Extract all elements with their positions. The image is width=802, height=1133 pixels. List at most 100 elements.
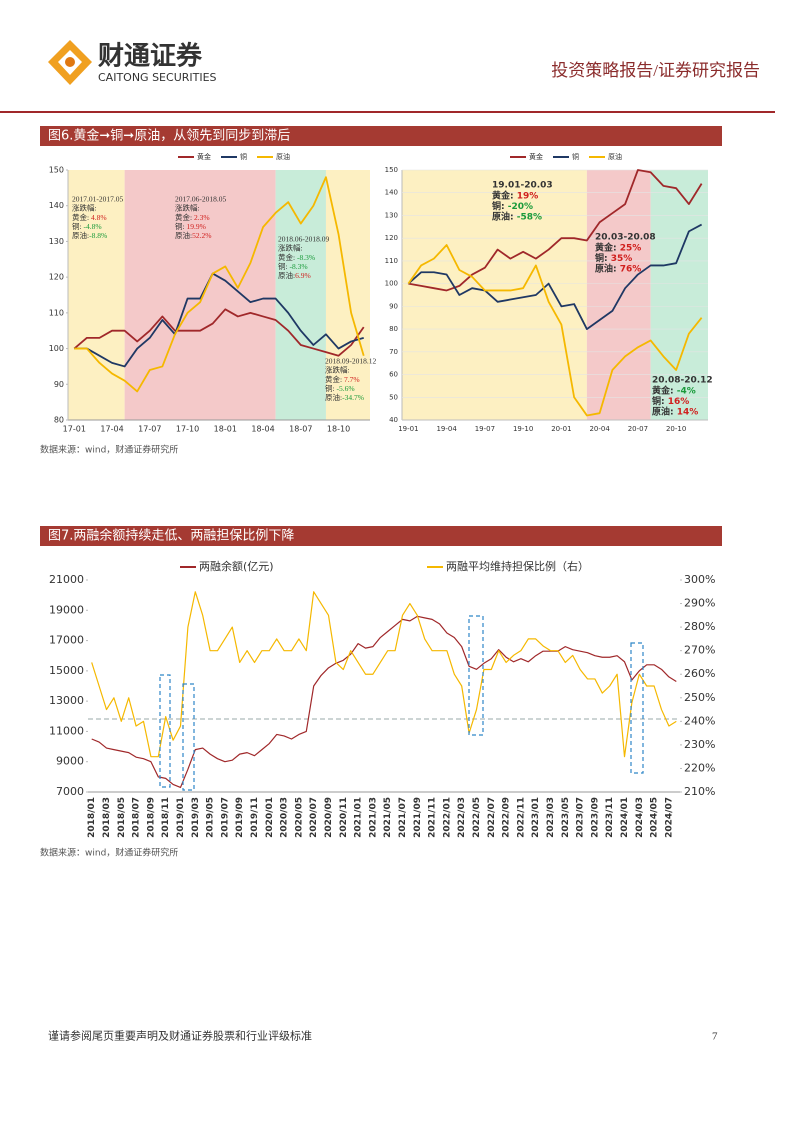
- x-tick-label: 18-10: [327, 425, 350, 434]
- annotation-label: 铜:: [175, 221, 186, 231]
- annotation-text: 黄金: 4.8%: [72, 212, 107, 222]
- annotation-text: 黄金: 7.7%: [325, 374, 360, 384]
- brand: 财通证券: [98, 42, 203, 72]
- y2-tick-label: 220%: [684, 761, 715, 774]
- y-tick-label: 110: [385, 257, 398, 265]
- annotation-text: 黄金: -4%: [652, 384, 696, 396]
- charts: 80 90 100 110 120 130 140 150 17-01 17-04 17-07 17-…: [49, 152, 716, 838]
- x-tick-label: 2018/09: [146, 797, 156, 838]
- x-tick-label: 2022/03: [457, 797, 467, 838]
- x-tick-label: 17-07: [138, 425, 161, 434]
- x-tick-label: 20-01: [551, 425, 571, 433]
- annotation-value: 52.2%: [192, 231, 211, 240]
- annotation-text: 20.08-20.12: [652, 376, 713, 386]
- annotation-value: -20%: [508, 202, 533, 212]
- y-tick-label: 70: [389, 348, 398, 356]
- source: 数据来源：wind，财通证券研究所: [40, 444, 178, 456]
- shaded-period: [68, 170, 125, 420]
- disclaimer: 谨请参阅尾页重要声明及财通证券股票和行业评级标准: [48, 1029, 312, 1043]
- annotation-label: 黄金:: [278, 252, 297, 262]
- x-tick-label: 2024/01: [620, 797, 630, 838]
- annotation-label: 铜:: [72, 221, 83, 231]
- annotation-label: 黄金:: [595, 241, 620, 253]
- x-tick-label: 20-07: [628, 425, 648, 433]
- x-tick-label: 2023/01: [531, 797, 541, 838]
- shaded-period: [650, 170, 708, 420]
- x-tick-label: 2019/07: [220, 797, 230, 838]
- annotation-label: 原油:: [72, 230, 89, 240]
- x-tick-label: 2021/07: [398, 797, 408, 838]
- annotation-value: 35%: [611, 254, 633, 264]
- y-tick-label: 9000: [56, 755, 84, 768]
- annotation-value: 76%: [620, 264, 642, 274]
- annotation-value: -8.3%: [297, 253, 315, 262]
- x-tick-label: 2021/03: [368, 797, 378, 838]
- caption-bar: [40, 526, 722, 546]
- annotation-label: 铜:: [652, 395, 668, 407]
- highlight-box: [182, 683, 195, 791]
- series-line: [407, 244, 703, 417]
- x-tick-label: 19-07: [475, 425, 495, 433]
- y-tick-label: 130: [385, 211, 398, 219]
- x-tick-label: 2018/01: [87, 797, 97, 838]
- figure-caption: 图7.两融余额持续走低、两融担保比例下降: [48, 528, 294, 544]
- y2-tick-label: 210%: [684, 785, 715, 798]
- y-tick-label: 120: [49, 273, 64, 282]
- annotation-value: 14%: [677, 407, 699, 417]
- annotation-text: 2017.06-2018.05: [175, 195, 226, 204]
- annotation-label: 铜:: [325, 383, 336, 393]
- y-tick-label: 90: [54, 380, 64, 389]
- highlight-box: [630, 642, 644, 774]
- annotation-text: 原油:6.9%: [278, 270, 311, 280]
- x-tick-label: 2023/05: [561, 797, 571, 838]
- x-tick-label: 2018/11: [161, 797, 171, 838]
- annotation-label: 铜:: [595, 252, 611, 264]
- annotation-text: 涨跌幅:: [278, 243, 303, 253]
- y-tick-label: 80: [54, 416, 64, 425]
- y-tick-label: 11000: [49, 724, 84, 737]
- annotation-label: 原油:: [652, 405, 677, 417]
- legend-label: 原油: [276, 152, 290, 161]
- legend-label: 铜: [240, 152, 247, 161]
- y-tick-label: 17000: [49, 634, 84, 647]
- y-tick-label: 140: [385, 189, 398, 197]
- annotation-label: 铜:: [278, 261, 289, 271]
- x-tick-label: 2024/07: [664, 797, 674, 838]
- x-tick-label: 2019/03: [191, 797, 201, 838]
- annotation-label: 原油:: [175, 230, 192, 240]
- annotation-value: 19.9%: [186, 222, 205, 231]
- y2-tick-label: 260%: [684, 667, 715, 680]
- y2-tick-label: 250%: [684, 691, 715, 704]
- y-tick-label: 15000: [49, 664, 84, 677]
- series-line: [407, 223, 703, 330]
- y-tick-label: 120: [385, 234, 398, 242]
- x-tick-label: 19-01: [398, 425, 418, 433]
- y2-tick-label: 280%: [684, 620, 715, 633]
- annotation-text: 黄金: -8.3%: [278, 252, 315, 262]
- report-type: 投资策略报告/证券研究报告: [551, 61, 760, 80]
- annotation-label: 黄金:: [492, 189, 517, 201]
- x-tick-label: 20-04: [589, 425, 610, 433]
- x-tick-label: 19-10: [513, 425, 533, 433]
- x-tick-label: 20-10: [666, 425, 686, 433]
- caption-bar: [40, 126, 722, 146]
- shaded-period: [275, 170, 326, 420]
- annotation-value: 19%: [517, 191, 539, 201]
- shaded-period: [402, 170, 587, 420]
- annotation-text: 涨跌幅:: [72, 203, 97, 213]
- annotation-label: 原油:: [492, 210, 517, 222]
- annotation-text: 铜: 19.9%: [175, 221, 206, 231]
- y-tick-label: 150: [385, 166, 398, 174]
- y-tick-label: 21000: [49, 573, 84, 586]
- highlight-box: [468, 615, 484, 736]
- x-tick-label: 2019/09: [235, 797, 245, 838]
- legend-label: 原油: [608, 152, 622, 161]
- annotation-label: 铜:: [492, 200, 508, 212]
- annotation-text: 铜: 16%: [652, 395, 689, 407]
- annotation-label: 原油:: [595, 262, 620, 274]
- y-tick-label: 40: [389, 416, 398, 424]
- x-tick-label: 18-04: [251, 425, 274, 434]
- legend-label: 铜: [572, 152, 579, 161]
- annotation-text: 铜: -20%: [492, 200, 533, 212]
- annotation-text: 涨跌幅:: [175, 203, 200, 213]
